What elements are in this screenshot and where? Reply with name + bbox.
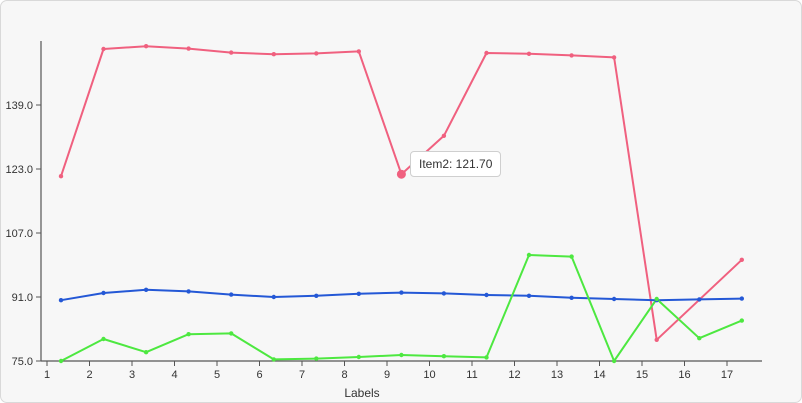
x-axis: 1 2 3 4 5 6 7 8 9 10 11 12 13 14 15 16 17 [41,360,762,381]
data-point [654,296,659,302]
data-point [229,331,234,336]
active-data-point [396,169,406,179]
y-axis: 75.0 91.0 107.0 123.0 139.0 [5,41,42,368]
data-point [58,358,64,364]
x-tick-label: 8 [341,369,347,381]
data-point [186,46,191,51]
x-tick-label: 15 [636,369,648,381]
y-tick-label: 91.0 [12,292,33,304]
data-point [526,51,532,56]
series-line-1 [60,45,743,341]
series-lines [60,45,743,362]
y-tick-label: 139.0 [5,100,33,112]
data-point [186,289,191,294]
data-point [484,50,489,56]
x-tick-label: 13 [551,369,563,381]
data-point [229,50,234,55]
data-point [58,174,64,179]
data-point [356,291,361,296]
x-tick-label: 9 [384,369,390,381]
data-point [739,296,744,301]
data-point [271,294,276,300]
x-axis-title: Labels [344,386,379,400]
data-point [271,52,276,57]
x-tick-label: 4 [171,369,177,381]
data-point [271,357,276,362]
x-tick-label: 14 [593,369,605,381]
data-point [484,355,489,360]
y-tick-label: 107.0 [5,228,33,240]
data-point [569,53,574,58]
y-tick-label: 123.0 [5,164,33,176]
data-tooltip: Item2: 121.70 [410,151,502,177]
data-point [101,46,106,52]
data-point [611,55,617,60]
data-point [314,293,319,298]
x-tick-label: 2 [86,369,92,381]
data-point [356,354,361,360]
data-point [611,358,617,364]
x-tick-label: 11 [466,369,477,381]
data-point [569,295,574,300]
y-tick-label: 75.0 [12,356,33,368]
data-point [314,51,319,56]
data-point [697,336,702,341]
data-point [356,49,361,54]
data-point [229,292,234,297]
data-point [441,133,447,138]
series-line-3 [60,254,743,362]
x-tick-label: 16 [678,369,690,381]
data-point [654,337,659,342]
data-point [526,293,532,298]
data-point [739,318,744,323]
x-tick-label: 10 [423,369,435,381]
x-tick-label: 7 [299,369,305,381]
data-point [399,352,404,358]
x-tick-label: 5 [214,369,220,381]
data-point [314,356,319,361]
data-point [569,254,574,259]
data-point [101,336,106,342]
data-point [143,350,149,355]
data-point [186,332,191,337]
data-point [101,290,106,296]
data-point [441,354,447,359]
x-tick-label: 1 [44,369,50,381]
x-tick-label: 6 [256,369,262,381]
x-tick-label: 3 [129,369,135,381]
data-point [143,287,149,292]
data-point [143,44,149,49]
data-point [58,298,64,303]
series-points [58,44,744,364]
data-point [739,257,744,262]
data-point [526,252,532,258]
x-tick-label: 17 [721,369,733,381]
data-point [441,291,447,296]
data-point [611,296,617,302]
data-point [697,297,702,302]
data-point [484,292,489,298]
x-tick-label: 12 [508,369,520,381]
data-point [399,290,404,295]
